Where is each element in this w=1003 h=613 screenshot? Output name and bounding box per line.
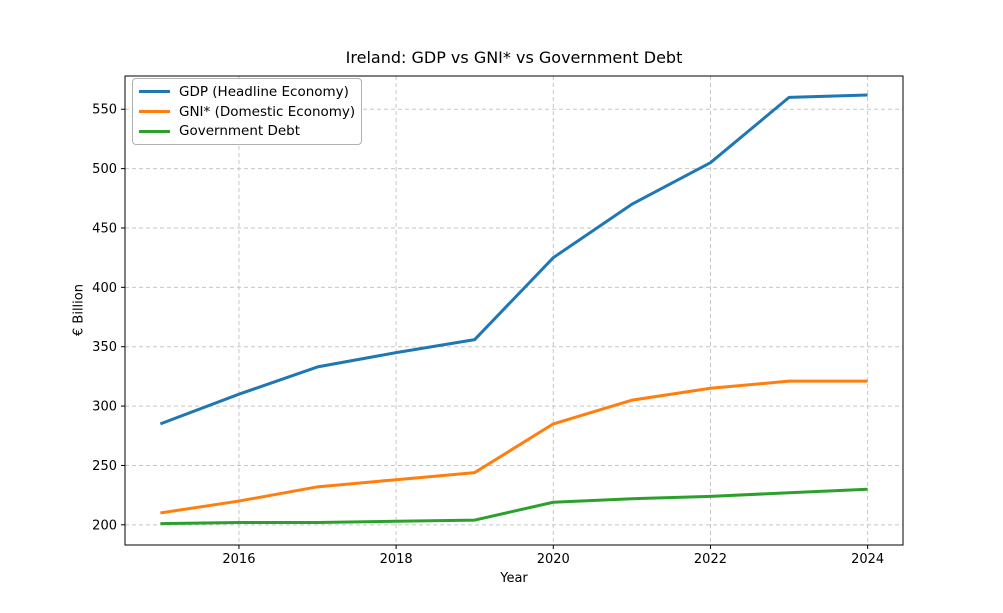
y-tick-label: 500 [92,162,117,177]
legend-label: GNI* (Domestic Economy) [179,103,356,120]
y-tick-label: 200 [92,518,117,533]
legend-item: GNI* (Domestic Economy) [139,102,356,122]
legend: GDP (Headline Economy) GNI* (Domestic Ec… [132,78,362,145]
legend-line-swatch-debt [139,129,170,133]
legend-line-swatch-gni [139,110,170,113]
chart-title: Ireland: GDP vs GNI* vs Government Debt [345,48,683,67]
x-axis-label: Year [500,571,528,586]
series-line-0 [159,93,868,426]
y-tick-label: 550 [92,103,117,118]
y-tick-label: 300 [92,400,117,415]
axes-frame [124,75,904,546]
legend-label: GDP (Headline Economy) [179,83,349,100]
y-tick-label: 400 [92,281,117,296]
y-axis-label: € Billion [71,284,87,336]
x-tick-label: 2016 [222,552,255,567]
x-tick-label: 2018 [380,552,413,567]
x-tick-label: 2020 [537,552,570,567]
x-tick-label: 2024 [851,552,884,567]
legend-item: GDP (Headline Economy) [139,82,353,102]
x-tick-label: 2022 [694,552,727,567]
legend-line-swatch-gdp [139,90,170,94]
legend-label: Government Debt [179,123,301,140]
y-tick-label: 250 [92,459,117,474]
y-tick-label: 350 [92,340,117,355]
y-tick-label: 450 [92,221,117,236]
legend-item: Government Debt [139,121,353,141]
series-line-2 [160,487,868,526]
series-line-1 [160,379,868,515]
